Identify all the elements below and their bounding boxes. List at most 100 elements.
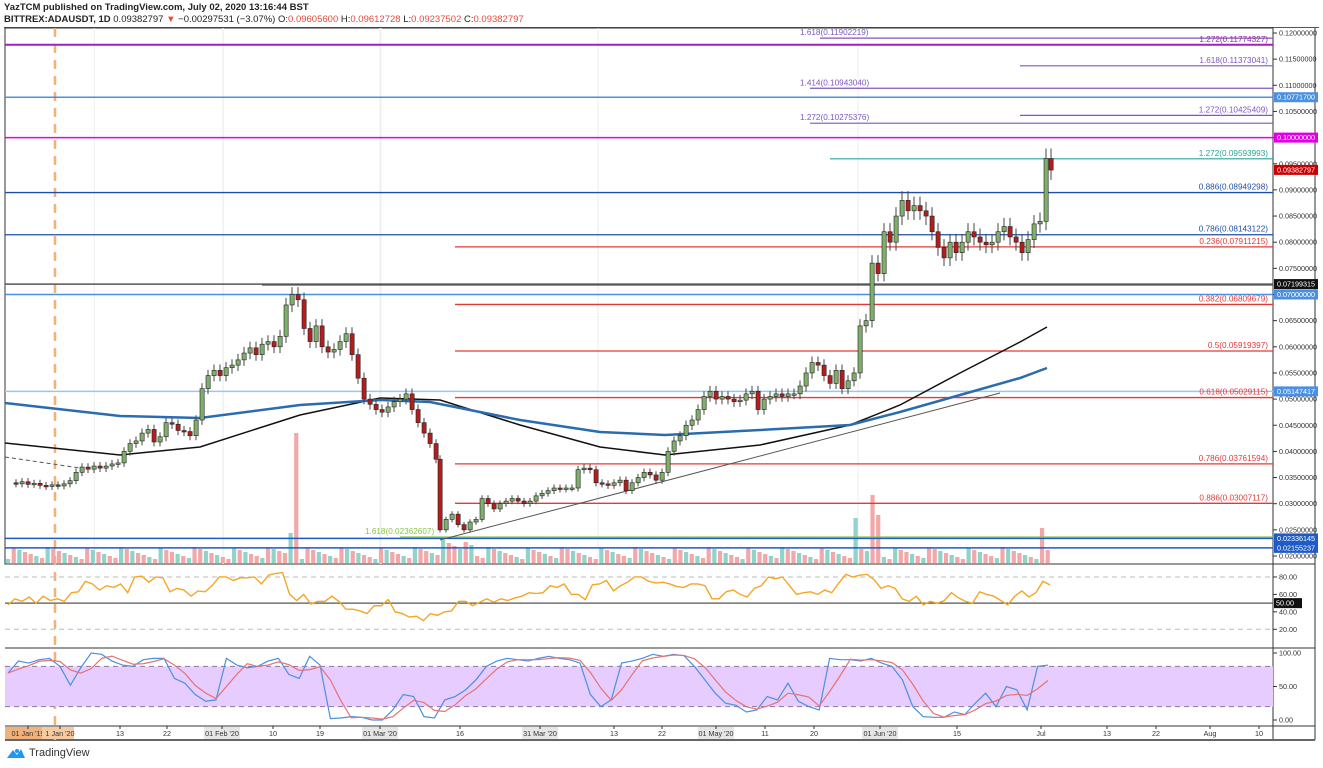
last-price: 0.09382797 [113,14,164,25]
candles [13,148,1054,533]
fib-level-label: 1.618(0.11902219) [800,28,869,37]
price-badge [1274,289,1318,300]
price-tick-label: 0.03000000 [1279,499,1317,508]
date-label: 22 [658,729,666,738]
price-tick-label: 0.02500000 [1279,525,1317,534]
date-label: 13 [116,729,124,738]
price-pane [4,27,1274,565]
date-label: 01 Feb '20 [205,729,239,738]
stoch-tick-label: 100.00 [1279,649,1301,658]
low-value: 0.09237502 [411,14,462,25]
date-label: 01 Jun '20 [864,729,897,738]
down-arrow-icon: ▼ [166,14,176,25]
rsi-tick-label: 60.00 [1279,590,1297,599]
price-badge-label: 0.10771700 [1277,93,1315,102]
date-label: 22 [163,729,171,738]
price-tick-label: 0.05000000 [1279,395,1317,404]
stoch-d-line [7,654,1049,720]
fib-level-label: 0.618(0.05029115) [1199,388,1268,397]
price-tick-label: 0.05500000 [1279,368,1317,377]
date-label: 01 Jan '19 [12,729,45,738]
price-tick-label: 0.08000000 [1279,238,1317,247]
open-value: 0.09605600 [288,14,339,25]
date-label: Jul [1036,729,1046,738]
price-badge [1274,533,1318,544]
moving-average-line [4,366,1048,437]
price-badge [1274,164,1318,175]
fib-level-label: 1.618(0.11373041) [1199,56,1268,65]
date-label: 13 [610,729,618,738]
price-tick-label: 0.12000000 [1279,29,1317,38]
price-tick-label: 0.10500000 [1279,107,1317,116]
date-badge [522,727,558,739]
date-label: 15 [953,729,961,738]
date-label: 1 Jan '20 [46,729,75,738]
chart-header: YazTCM published on TradingView.com, Jul… [4,2,524,26]
price-badge [1274,542,1318,553]
dashed-trend-line [4,456,81,469]
price-badge-label: 0.10000000 [1277,133,1315,142]
price-tick-label: 0.09500000 [1279,159,1317,168]
price-tick-label: 0.02000000 [1279,552,1317,561]
date-label: 22 [1152,729,1160,738]
date-badge [862,727,898,739]
fib-level-label: 0.786(0.08143122) [1199,225,1268,234]
price-tick-label: 0.06000000 [1279,342,1317,351]
publisher-line: YazTCM published on TradingView.com, Jul… [4,2,309,13]
price-tick-label: 0.11000000 [1279,81,1316,90]
rsi-badge-label: 50.00 [1276,599,1294,608]
fib-level-label: 1.272(0.10275376) [800,113,869,122]
high-value: 0.09612728 [350,14,401,25]
fib-level-label: 1.414(0.10943040) [800,78,869,87]
stoch-tick-label: 50.00 [1279,682,1297,691]
symbol-name: BITTREX:ADAUSDT, 1D [4,14,111,25]
close-value: 0.09382797 [473,14,524,25]
rsi-tick-label: 40.00 [1279,607,1297,616]
price-badge-label: 0.02155237 [1277,543,1315,552]
fib-level-label: 0.786(0.03761594) [1199,454,1268,463]
fib-level-label: 1.272(0.11774327) [1199,35,1268,44]
tradingview-branding: TradingView [6,747,90,759]
fib-level-label: 1.272(0.10425409) [1199,105,1268,114]
tradingview-logo-icon [7,749,25,758]
price-badge [1274,386,1318,397]
fib-level-label: 0.886(0.08949298) [1199,183,1268,192]
fib-level-label: 0.886(0.03007117) [1199,493,1268,502]
date-label: 20 [810,729,818,738]
price-badge [1274,92,1318,103]
date-label: 11 [761,729,768,738]
rsi-tick-label: 80.00 [1279,572,1297,581]
price-tick-label: 0.03500000 [1279,473,1317,482]
price-badge-label: 0.09382797 [1277,165,1315,174]
fib-level-label: 1.272(0.09593993) [1199,149,1268,158]
price-tick-label: 0.06500000 [1279,316,1317,325]
moving-average-line [4,326,1048,456]
stoch-band [5,666,1273,707]
date-badge [5,727,45,739]
date-label: 01 May '20 [699,729,734,738]
date-label: 10 [269,729,277,738]
price-badge-label: 0.05147417 [1277,387,1315,396]
price-tick-label: 0.04000000 [1279,447,1317,456]
price-badge [1274,132,1318,143]
fib-level-label: 0.382(0.06809679) [1199,294,1268,303]
fib-level-label: 0.5(0.05919397) [1208,341,1268,350]
date-badge [698,727,734,739]
price-change: −0.00297531 (−3.07%) [178,14,276,25]
price-tick-label: 0.09000000 [1279,185,1317,194]
date-label: 01 Mar '20 [363,729,397,738]
date-badge [204,727,240,739]
date-badge [362,727,398,739]
rsi-tick-label: 20.00 [1279,625,1297,634]
price-badge [1274,279,1318,290]
fib-level-label: 0.236(0.07911215) [1199,237,1268,246]
price-tick-label: 0.11500000 [1279,55,1316,64]
price-tick-label: 0.04500000 [1279,421,1317,430]
price-badge-label: 0.02336145 [1277,534,1315,543]
price-badge-label: 0.07000000 [1277,290,1315,299]
date-label: 19 [316,729,324,738]
date-label: 31 Mar '20 [523,729,557,738]
rsi-badge [1274,598,1302,609]
date-label: Aug [1204,729,1217,738]
